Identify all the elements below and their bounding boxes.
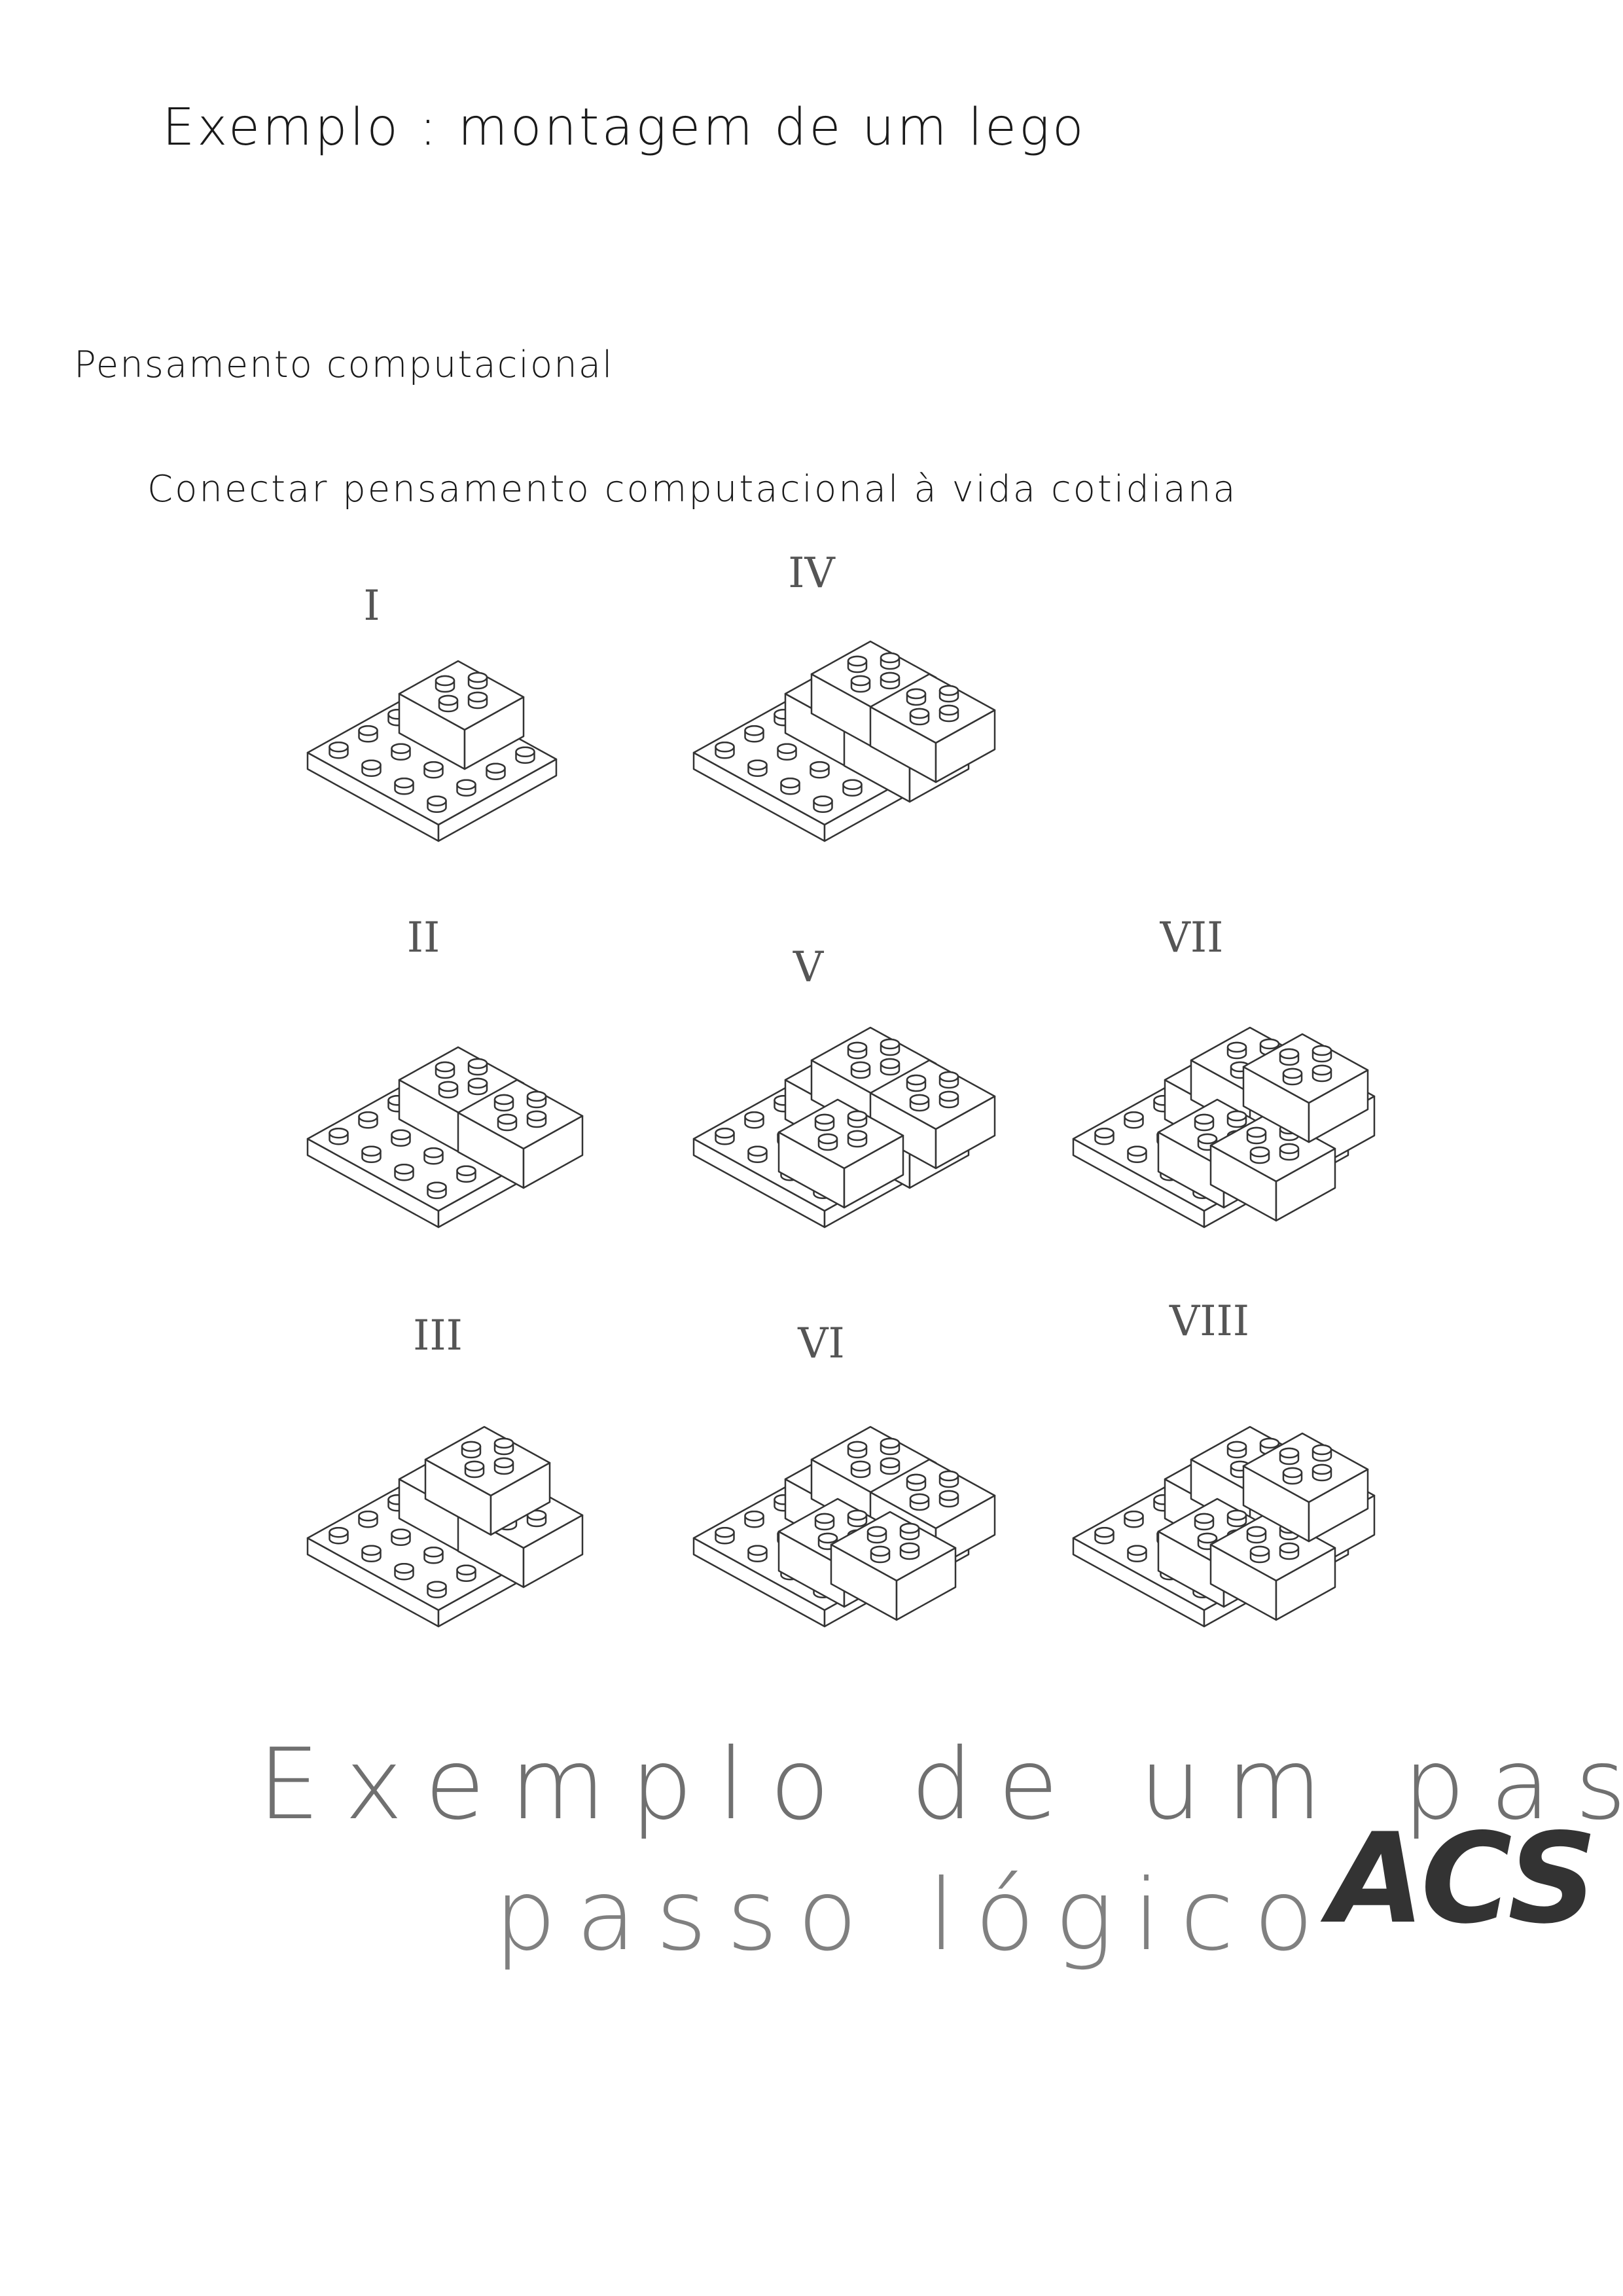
heading: Pensamento computacional — [74, 344, 614, 386]
signature: ACS — [1329, 1806, 1597, 1951]
step-label: I — [363, 582, 380, 630]
step-label: VI — [797, 1319, 845, 1368]
lego-model — [692, 640, 996, 842]
subheading: Conectar pensamento computacional à vida… — [147, 468, 1238, 511]
lego-model — [306, 1046, 584, 1229]
title: Exemplo : montagem de um lego — [162, 98, 1086, 157]
step-label: V — [793, 943, 825, 992]
step-label: II — [407, 914, 440, 962]
step-label: III — [413, 1312, 463, 1360]
lego-model — [1072, 1426, 1376, 1628]
step-label: VIII — [1169, 1297, 1249, 1346]
caption-line: Exemplo de um passo a — [258, 1728, 1623, 1842]
lego-model — [306, 1426, 584, 1628]
lego-model — [692, 1026, 996, 1229]
lego-model — [692, 1426, 996, 1628]
lego-model — [306, 660, 558, 842]
lego-model — [1072, 1026, 1376, 1229]
step-label: VII — [1160, 914, 1224, 962]
caption-line: passo lógico — [494, 1859, 1334, 1973]
step-label: IV — [788, 549, 836, 598]
